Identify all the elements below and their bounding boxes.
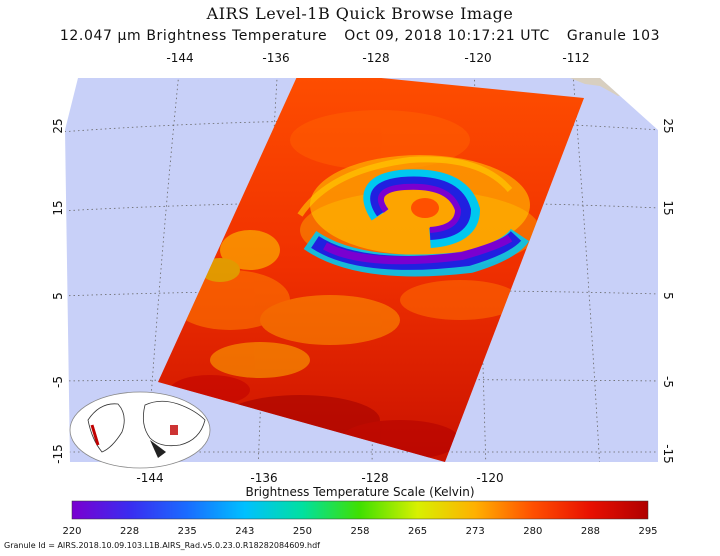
lat-right-labels: 25 15 5 -5 -15 <box>661 118 675 463</box>
colorbar-tick-label: 295 <box>638 526 657 537</box>
lat-right-label: 5 <box>661 292 675 300</box>
colorbar-tick-label: 273 <box>466 526 485 537</box>
lon-top-label: -120 <box>464 51 491 65</box>
colorbar-tick-label: 288 <box>581 526 600 537</box>
lat-right-label: -5 <box>661 376 675 388</box>
lat-left-label: 25 <box>51 118 65 133</box>
colorbar-tick-label: 220 <box>62 526 81 537</box>
colorbar-tick-label: 243 <box>235 526 254 537</box>
lon-top-label: -128 <box>362 51 389 65</box>
lat-right-label: 25 <box>661 118 675 133</box>
colorbar-tick-label: 258 <box>350 526 369 537</box>
lat-left-labels: 25 15 5 -5 -15 <box>51 118 65 463</box>
datetime-label: Oct 09, 2018 10:17:21 UTC <box>344 28 550 44</box>
lat-left-label: 5 <box>51 292 65 300</box>
lat-right-label: 15 <box>661 200 675 215</box>
lon-bottom-label: -120 <box>476 471 503 485</box>
lon-bottom-labels: -144 -136 -128 -120 <box>136 471 503 485</box>
colorbar-tick-labels: 220 228 235 243 250 258 265 273 280 288 295 <box>62 526 657 537</box>
lat-left-label: -15 <box>51 444 65 464</box>
lat-right-label: -15 <box>661 444 675 464</box>
wavelength-label: 12.047 μm Brightness Temperature <box>59 28 328 44</box>
image-title: AIRS Level-1B Quick Browse Image <box>206 4 514 23</box>
lat-left-label: -5 <box>51 376 65 388</box>
granule-id-footer: Granule Id = AIRS.2018.10.09.103.L1B.AIR… <box>4 541 320 550</box>
image-subtitle: 12.047 μm Brightness Temperature Oct 09,… <box>0 28 720 44</box>
lon-bottom-label: -136 <box>250 471 277 485</box>
lon-top-label: -144 <box>166 51 193 65</box>
lon-top-label: -112 <box>562 51 589 65</box>
lon-bottom-label: -128 <box>361 471 388 485</box>
colorbar-title: Brightness Temperature Scale (Kelvin) <box>245 485 475 499</box>
colorbar-tick-label: 250 <box>293 526 312 537</box>
data-swath <box>158 78 584 462</box>
storm-system <box>297 155 540 277</box>
lon-bottom-label: -144 <box>136 471 163 485</box>
colorbar-tick-label: 265 <box>408 526 427 537</box>
inset-world-map <box>69 391 211 469</box>
colorbar-tick-label: 228 <box>120 526 139 537</box>
colorbar-tick-label: 280 <box>523 526 542 537</box>
lat-left-label: 15 <box>51 200 65 215</box>
lon-top-label: -136 <box>262 51 289 65</box>
colorbar <box>71 500 649 520</box>
colorbar-tick-label: 235 <box>178 526 197 537</box>
granule-label: Granule 103 <box>566 28 661 44</box>
lon-top-labels: -144 -136 -128 -120 -112 <box>166 51 589 65</box>
